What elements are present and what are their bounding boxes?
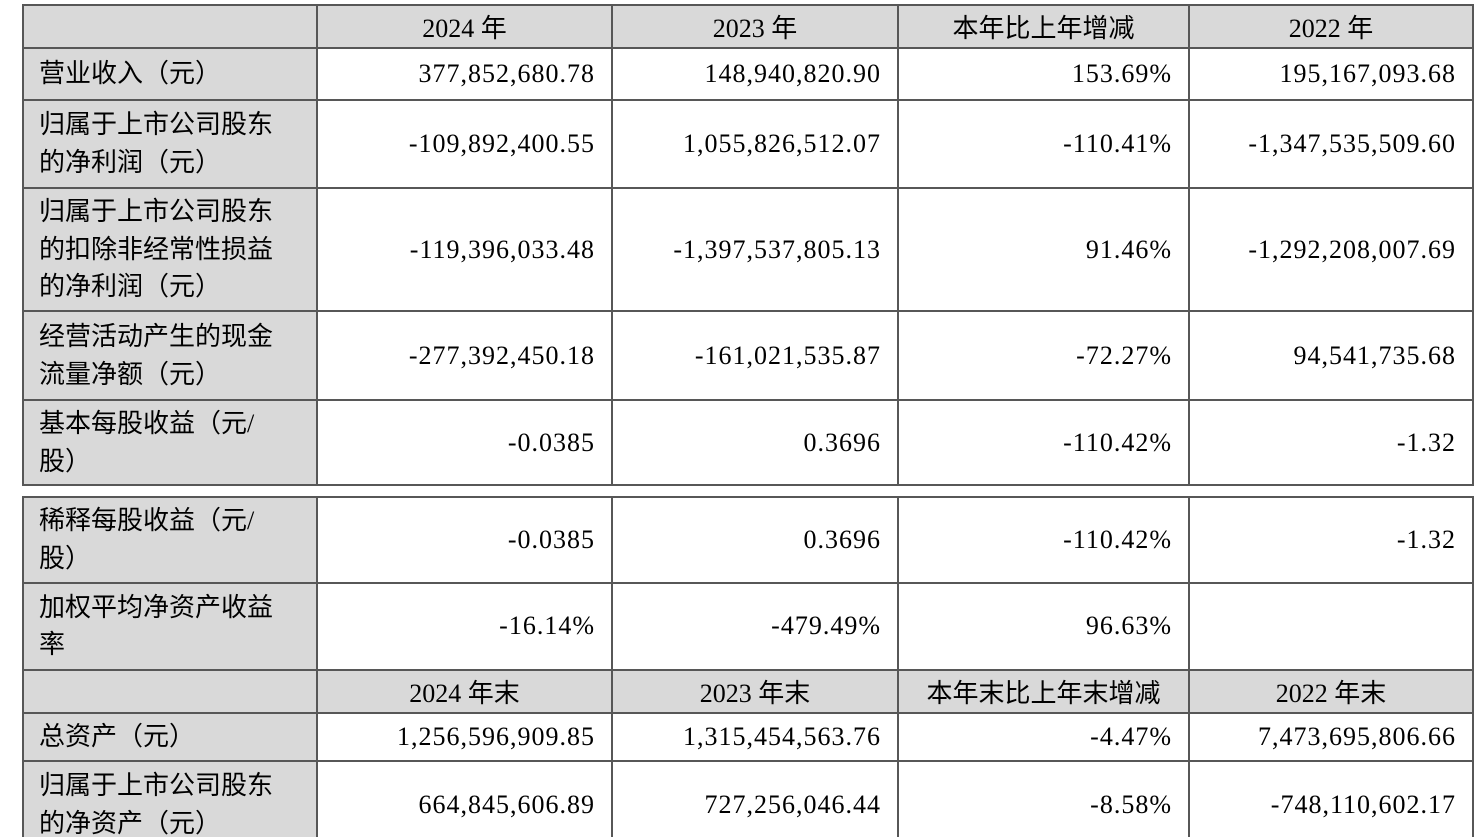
metric-label: 归属于上市公司股东 的净资产（元） <box>22 759 318 837</box>
table-row-net-profit-excl-nonrecurring: 归属于上市公司股东 的扣除非经常性损益 的净利润（元） -119,396,033… <box>22 186 1474 313</box>
metric-value-2022: -748,110,602.17 <box>1188 759 1474 837</box>
metric-value-2022: -1.32 <box>1188 496 1474 584</box>
key-financials-table-part-2: 稀释每股收益（元/ 股） -0.0385 0.3696 -110.42% -1.… <box>22 496 1474 837</box>
metric-value-2023: 727,256,046.44 <box>611 759 899 837</box>
metric-value-2024: -16.14% <box>316 581 613 671</box>
header-cell-blank <box>22 668 318 714</box>
metric-value-2024: -0.0385 <box>316 496 613 584</box>
metric-value-2023: -161,021,535.87 <box>611 310 899 402</box>
metric-value-2024: -277,392,450.18 <box>316 310 613 402</box>
header-cell-2024-end: 2024 年末 <box>316 668 613 714</box>
metric-value-2022: 195,167,093.68 <box>1188 47 1474 101</box>
metric-value-2023: 0.3696 <box>611 496 899 584</box>
header-cell-year-end-change: 本年末比上年末增减 <box>897 668 1190 714</box>
metric-label: 经营活动产生的现金 流量净额（元） <box>22 310 318 402</box>
metric-value-2024: -109,892,400.55 <box>316 99 613 189</box>
metric-value-2023: -1,397,537,805.13 <box>611 186 899 313</box>
header-row-annual: 2024 年 2023 年 本年比上年增减 2022 年 <box>22 4 1474 49</box>
header-cell-yoy-change: 本年比上年增减 <box>897 4 1190 49</box>
metric-value-change: -8.58% <box>897 759 1190 837</box>
metric-value-change: 96.63% <box>897 581 1190 671</box>
metric-value-change: -110.42% <box>897 399 1190 487</box>
table-row-net-profit: 归属于上市公司股东 的净利润（元） -109,892,400.55 1,055,… <box>22 99 1474 189</box>
metric-value-change: -4.47% <box>897 711 1190 762</box>
metric-value-change: 91.46% <box>897 186 1190 313</box>
metric-value-2024: -0.0385 <box>316 399 613 487</box>
header-cell-2023: 2023 年 <box>611 4 899 49</box>
metric-value-2024: 664,845,606.89 <box>316 759 613 837</box>
header-cell-2023-end: 2023 年末 <box>611 668 899 714</box>
metric-value-2022: -1.32 <box>1188 399 1474 487</box>
metric-value-2022: 7,473,695,806.66 <box>1188 711 1474 762</box>
table-row-basic-eps: 基本每股收益（元/ 股） -0.0385 0.3696 -110.42% -1.… <box>22 399 1474 487</box>
key-financials-table: 2024 年 2023 年 本年比上年增减 2022 年 营业收入（元） 377… <box>22 4 1474 837</box>
metric-value-2022: -1,347,535,509.60 <box>1188 99 1474 189</box>
metric-value-2023: -479.49% <box>611 581 899 671</box>
table-row-revenue: 营业收入（元） 377,852,680.78 148,940,820.90 15… <box>22 47 1474 101</box>
metric-value-change: -110.42% <box>897 496 1190 584</box>
metric-label: 加权平均净资产收益 率 <box>22 581 318 671</box>
metric-label: 归属于上市公司股东 的扣除非经常性损益 的净利润（元） <box>22 186 318 313</box>
header-cell-2022-end: 2022 年末 <box>1188 668 1474 714</box>
metric-value-2023: 0.3696 <box>611 399 899 487</box>
metric-value-change: -72.27% <box>897 310 1190 402</box>
table-row-operating-cash-flow: 经营活动产生的现金 流量净额（元） -277,392,450.18 -161,0… <box>22 310 1474 402</box>
metric-value-2023: 1,315,454,563.76 <box>611 711 899 762</box>
metric-label: 营业收入（元） <box>22 47 318 101</box>
table-row-total-assets: 总资产（元） 1,256,596,909.85 1,315,454,563.76… <box>22 711 1474 762</box>
key-financials-table-part-1: 2024 年 2023 年 本年比上年增减 2022 年 营业收入（元） 377… <box>22 4 1474 487</box>
metric-value-2024: 1,256,596,909.85 <box>316 711 613 762</box>
header-cell-blank <box>22 4 318 49</box>
metric-value-2023: 1,055,826,512.07 <box>611 99 899 189</box>
header-row-year-end: 2024 年末 2023 年末 本年末比上年末增减 2022 年末 <box>22 668 1474 714</box>
header-cell-2022: 2022 年 <box>1188 4 1474 49</box>
metric-label: 归属于上市公司股东 的净利润（元） <box>22 99 318 189</box>
table-row-weighted-avg-roe: 加权平均净资产收益 率 -16.14% -479.49% 96.63% <box>22 581 1474 671</box>
metric-value-2024: 377,852,680.78 <box>316 47 613 101</box>
metric-value-change: 153.69% <box>897 47 1190 101</box>
table-row-diluted-eps: 稀释每股收益（元/ 股） -0.0385 0.3696 -110.42% -1.… <box>22 496 1474 584</box>
metric-value-2022: -1,292,208,007.69 <box>1188 186 1474 313</box>
metric-value-2022: 94,541,735.68 <box>1188 310 1474 402</box>
metric-value-2023: 148,940,820.90 <box>611 47 899 101</box>
header-cell-2024: 2024 年 <box>316 4 613 49</box>
metric-label: 基本每股收益（元/ 股） <box>22 399 318 487</box>
table-row-net-assets: 归属于上市公司股东 的净资产（元） 664,845,606.89 727,256… <box>22 759 1474 837</box>
metric-value-change: -110.41% <box>897 99 1190 189</box>
metric-value-2022 <box>1188 581 1474 671</box>
metric-value-2024: -119,396,033.48 <box>316 186 613 313</box>
metric-label: 稀释每股收益（元/ 股） <box>22 496 318 584</box>
metric-label: 总资产（元） <box>22 711 318 762</box>
